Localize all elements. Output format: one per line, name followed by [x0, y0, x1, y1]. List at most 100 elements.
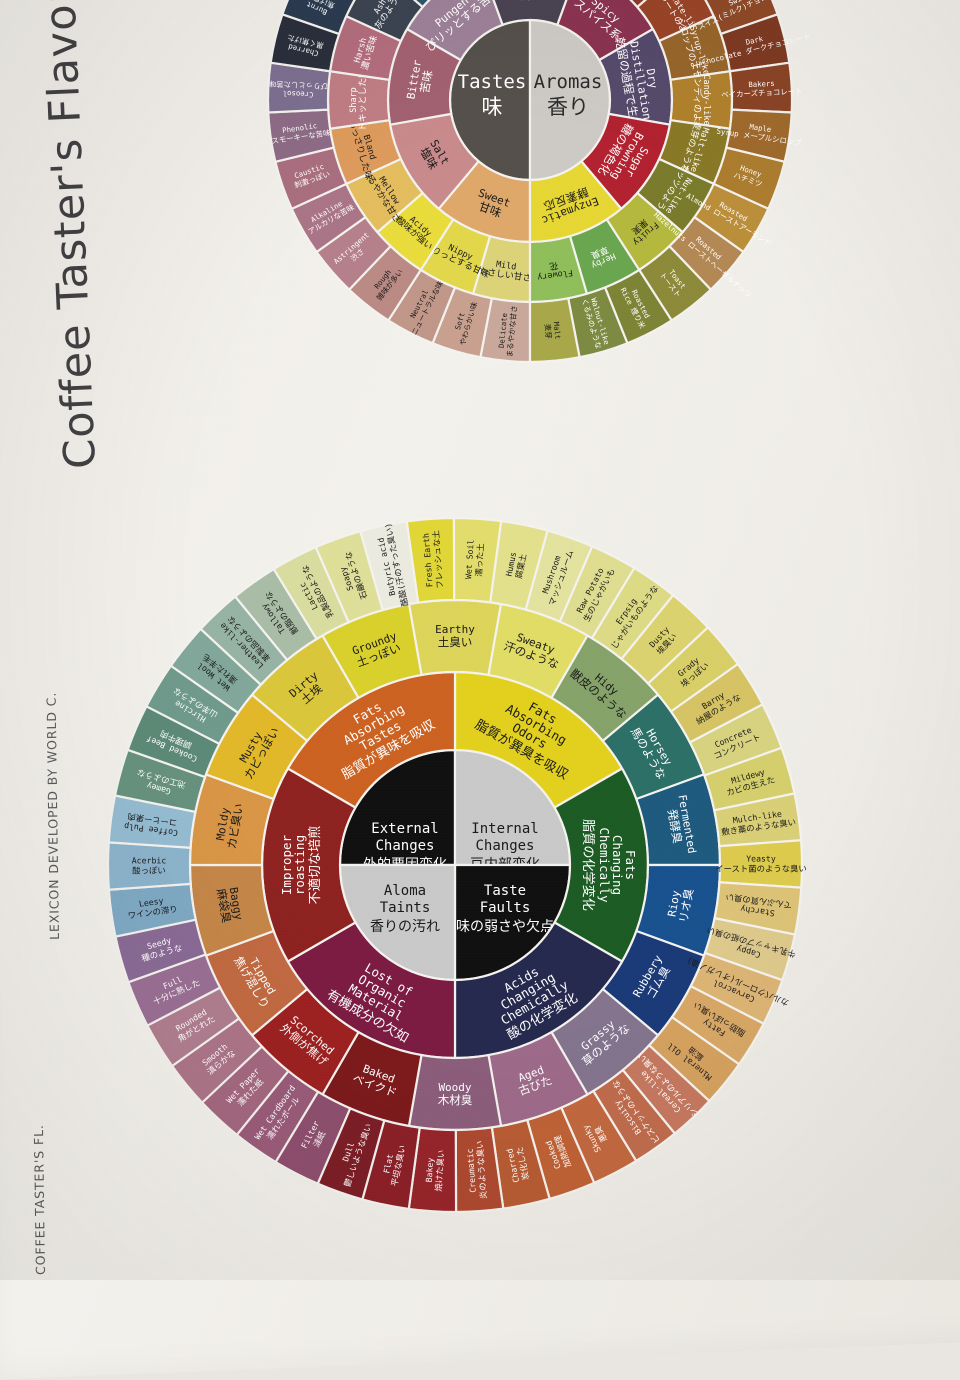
segment-label-ja: 濡った土 — [473, 543, 485, 577]
wheel-segment[interactable]: Sharp ドキッとした味 — [326, 69, 391, 131]
segment-label-ja: 腐葉土 — [513, 553, 528, 580]
segment-label-en: Maple — [749, 122, 772, 134]
bottom-ring1[interactable]: FatsAbsorbingOdors脂質が異臭を吸収FatsChangingCh… — [260, 670, 650, 1060]
flavor-wheel-faults-taints[interactable]: ExternalChanges外的要因変化InternalChanges豆内部変… — [0, 300, 960, 1300]
segment-label-en: Creosol — [282, 89, 313, 99]
segment-label-en: Moldy — [214, 806, 233, 841]
segment-label-en: Candy-like — [701, 74, 711, 125]
wheel-segment[interactable]: Burnt焦げ臭い — [281, 0, 356, 36]
hub-label-en: Aromas — [534, 71, 603, 93]
segment-label-ja: 焦げ臭い — [305, 0, 336, 11]
segment-label-ja: ぴりっとした苦味 — [268, 79, 328, 92]
wheel-segment[interactable]: Smoky燻製臭 — [377, 0, 453, 9]
segment-label-en: Earthy — [435, 623, 475, 636]
hub-label-en: Tastes — [458, 71, 527, 93]
segment-label-ja: 苦味 — [417, 69, 435, 95]
segment-label-ja: ドキッとした味 — [356, 69, 368, 131]
segment-label-en: Changing — [610, 835, 625, 895]
hub-label-en: Changes — [475, 838, 534, 854]
segment-label-ja: 発酵臭 — [665, 808, 685, 845]
segment-label-en: Mild — [495, 260, 517, 273]
segment-label-en: Flat — [381, 1153, 395, 1174]
segment-label-ja: 酸っぽい — [132, 865, 165, 875]
hub-label-en: Faults — [480, 900, 531, 916]
segment-label-ja: 木材臭 — [438, 1093, 473, 1107]
wheel-hub[interactable]: ExternalChanges外的要因変化InternalChanges豆内部変… — [338, 748, 572, 982]
wheel-segment[interactable]: Carbony炭系 — [481, 0, 578, 27]
segment-label-ja: 炎のような臭い — [474, 1140, 488, 1199]
segment-label-en: Baggy — [227, 886, 246, 921]
segment-label-ja: 花 — [549, 259, 560, 272]
top-ring3[interactable]: Delicateまるやかな甘さSoftやわらかい味Neutralニュートラルな味… — [266, 0, 812, 364]
segment-label-en: Yeasty — [746, 853, 776, 863]
top-ring2[interactable]: Mildやさしい甘さNippyぴりっとする甘味Acidy酸味が強いMellowま… — [326, 0, 734, 304]
top-ring1[interactable]: Sweet甘味Salt塩味Bitter苦味Pungentぴリッとする苦味Carb… — [386, 0, 674, 244]
segment-label-ja: リオ臭 — [676, 887, 696, 924]
segment-label-en: Leesy — [138, 895, 164, 908]
hub-label-en: External — [371, 821, 438, 837]
segment-label-en: Wet Soil — [463, 539, 476, 579]
flavor-wheel-tastes-aromas[interactable]: Tastes味Aromas香りSweet甘味Salt塩味Bitter苦味Pung… — [0, 0, 960, 650]
segment-label-en: Improper — [279, 834, 294, 895]
